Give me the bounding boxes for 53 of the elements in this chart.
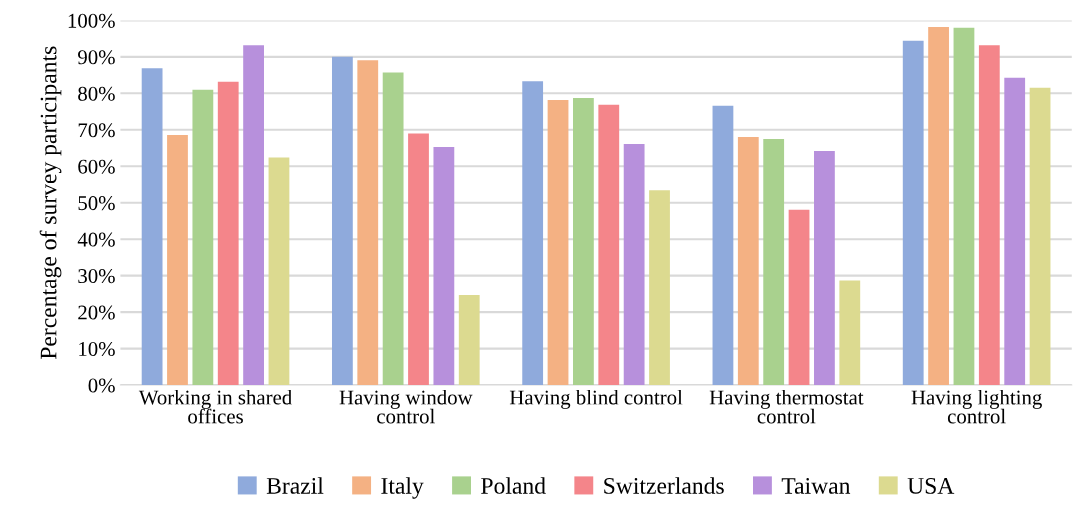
y-tick-label: 100% (68, 13, 115, 28)
bar (978, 45, 1000, 386)
x-tick-label: Having lighting control (911, 389, 1042, 424)
bar (573, 98, 594, 386)
bar (243, 45, 264, 386)
bar (141, 68, 163, 386)
x-tick-label: Working in shared offices (138, 389, 292, 424)
bar (522, 81, 544, 386)
bar (839, 280, 861, 386)
bar (598, 104, 620, 386)
y-tick-label: 10% (79, 341, 115, 357)
y-tick-label: 0% (88, 378, 115, 393)
bar (217, 81, 239, 386)
legend-label: Poland (481, 477, 546, 494)
legend-label: Brazil (266, 477, 324, 494)
y-tick-label: 90% (78, 50, 115, 65)
y-tick-label: 70% (78, 123, 115, 138)
legend-label: Italy (381, 477, 424, 499)
bar (433, 146, 455, 386)
legend-label: USA (907, 477, 955, 494)
bar (167, 134, 188, 386)
bar (814, 150, 835, 386)
x-tick-label: Having thermostat control (709, 389, 864, 424)
bar (763, 138, 785, 386)
bar (788, 209, 810, 386)
bar (357, 60, 379, 386)
bar (382, 72, 404, 386)
bar (268, 157, 290, 386)
y-tick-label: 80% (78, 86, 115, 101)
bar (547, 99, 569, 386)
bar (953, 27, 975, 386)
bar (902, 40, 924, 386)
bar (649, 190, 670, 386)
y-tick-label: 30% (78, 269, 115, 284)
bar (331, 56, 353, 386)
y-tick-label: 20% (78, 305, 115, 320)
bar (1029, 87, 1051, 386)
y-axis-title: Percentage of survey participants (39, 46, 62, 360)
bar (192, 89, 214, 386)
legend-label: Taiwan (781, 477, 851, 494)
x-tick-label: Having window control (339, 389, 473, 424)
y-tick-label: 40% (77, 232, 115, 247)
bar (928, 26, 949, 386)
bar (458, 294, 480, 386)
legend-label: Switzerlands (604, 477, 724, 494)
bar (1004, 77, 1026, 386)
bar (408, 133, 429, 386)
x-tick-label: Having blind control (509, 389, 683, 409)
bar (712, 105, 734, 386)
y-tick-label: 50% (78, 196, 115, 211)
bar (737, 137, 759, 386)
y-tick-label: 60% (78, 159, 115, 174)
bar (623, 144, 645, 386)
